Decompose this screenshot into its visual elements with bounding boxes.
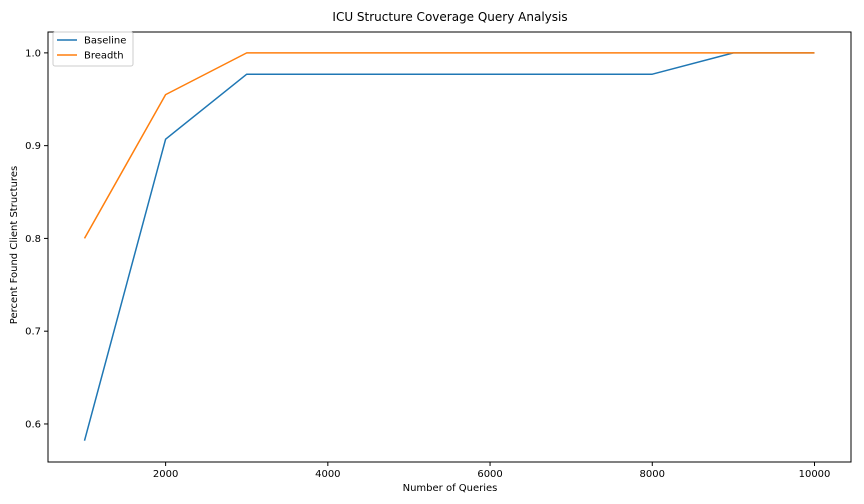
series-line-breadth [83, 52, 815, 239]
y-axis: 0.6 0.7 0.8 0.9 1.0 [25, 48, 48, 430]
x-tick-label: 4000 [315, 469, 340, 480]
x-tick-label: 10000 [799, 469, 831, 480]
series-line-baseline [83, 52, 815, 441]
x-tick-label: 6000 [477, 469, 502, 480]
chart-title: ICU Structure Coverage Query Analysis [332, 10, 567, 24]
y-tick-label: 0.8 [25, 234, 41, 245]
series-layer [83, 52, 815, 441]
x-tick-label: 2000 [153, 469, 178, 480]
y-tick-label: 0.7 [25, 327, 41, 338]
x-axis-label: Number of Queries [403, 483, 498, 494]
x-tick-label: 8000 [640, 469, 665, 480]
y-tick-label: 0.9 [25, 141, 41, 152]
plot-area [47, 31, 852, 463]
x-axis: 2000 4000 6000 8000 10000 [153, 462, 831, 480]
legend-label-baseline: Baseline [84, 36, 126, 47]
legend-label-breadth: Breadth [84, 51, 124, 62]
y-tick-label: 1.0 [25, 48, 41, 59]
legend: Baseline Breadth [52, 31, 134, 67]
y-tick-label: 0.6 [25, 419, 41, 430]
y-axis-label: Percent Found Client Structures [9, 166, 20, 324]
